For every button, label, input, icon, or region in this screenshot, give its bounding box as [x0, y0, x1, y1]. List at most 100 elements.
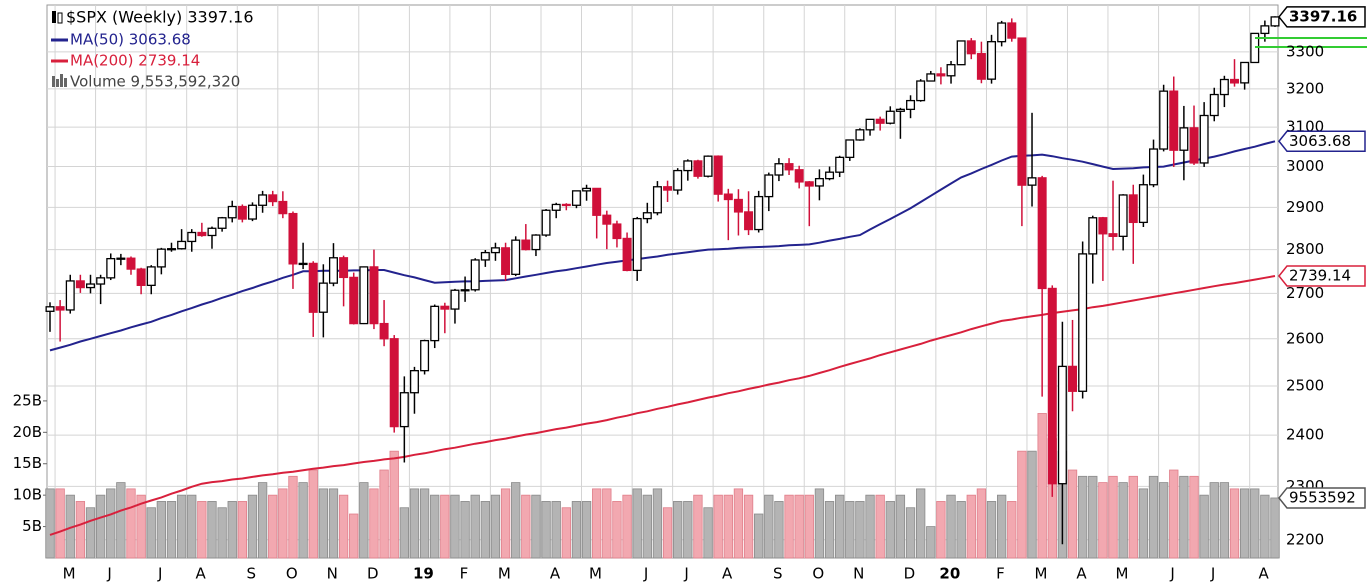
candle-body [754, 195, 764, 231]
candle-body [55, 306, 65, 311]
x-tick-label: M [589, 565, 602, 583]
candle-body [389, 338, 399, 428]
candle-body [1088, 217, 1098, 255]
volume-bar [511, 482, 521, 559]
volume-bar [116, 482, 126, 559]
candle-body [1128, 194, 1138, 224]
candle-body [1189, 127, 1199, 164]
x-tick-label: A [1076, 565, 1087, 583]
candle-body [207, 227, 217, 237]
y2-tick-label: 15B [13, 454, 42, 472]
volume-bar [662, 507, 673, 559]
volume-bar [217, 507, 227, 559]
label-layer: 2200230024002500260027002800290030003100… [13, 6, 1366, 583]
volume-bar [592, 488, 602, 559]
last-value-flag [1278, 130, 1366, 153]
candle-body [966, 40, 976, 55]
x-tick-label: D [904, 565, 916, 583]
volume-bar [268, 494, 278, 559]
candle-body [865, 118, 875, 131]
volume-bar [1158, 482, 1169, 559]
volume-bar [85, 507, 96, 559]
candle-body [328, 257, 338, 284]
x-tick-label: 20 [939, 565, 960, 583]
candle-body [116, 257, 126, 260]
candle-body [592, 187, 602, 216]
candle-body [460, 289, 470, 292]
volume-bar [278, 488, 288, 559]
candle-body [420, 339, 430, 372]
volume-bar [1148, 475, 1159, 559]
legend: $SPX (Weekly) 3397.16 MA(50) 3063.68 MA(… [51, 8, 254, 91]
legend-ma50: MA(50) 3063.68 [70, 31, 191, 49]
candle-body [794, 169, 804, 183]
candle-body [551, 203, 561, 211]
volume-bar [774, 501, 784, 559]
candle-body [956, 40, 966, 66]
volume-bar [1027, 450, 1037, 559]
candle-body [1057, 365, 1067, 485]
volume-bar [916, 488, 926, 559]
candle-body [521, 239, 531, 251]
candle-body [936, 73, 946, 77]
x-tick-label: S [773, 565, 783, 583]
volume-bar [257, 482, 268, 559]
volume-bar [966, 494, 976, 559]
volume-bar [1239, 488, 1250, 559]
x-tick-label: J [683, 565, 688, 583]
volume-bar [1270, 497, 1280, 559]
y2-tick-label: 10B [13, 486, 42, 504]
x-tick-label: M [498, 565, 511, 583]
candle-body [713, 155, 723, 195]
volume-bar [693, 494, 703, 559]
x-tick-label: J [1210, 565, 1215, 583]
candle-body [733, 198, 743, 213]
x-tick-label: J [1169, 565, 1174, 583]
volume-bar [622, 494, 632, 559]
volume-bar [976, 488, 987, 559]
y-tick-label: 2800 [1286, 240, 1324, 258]
last-value-label: 9553592 [1289, 488, 1356, 506]
volume-bar [409, 488, 420, 559]
x-tick-label: O [812, 565, 824, 583]
volume-bar [936, 501, 946, 559]
back-layer [43, 5, 1280, 559]
volume-bar [480, 501, 490, 559]
volume-bar [541, 501, 551, 559]
x-tick-label: A [1259, 565, 1270, 583]
candle-body [774, 163, 784, 176]
volume-bar [571, 501, 582, 559]
candle-body [490, 247, 500, 254]
candle-body [227, 205, 237, 219]
volume-bar [308, 469, 318, 559]
candle-body [65, 280, 75, 311]
volume-bar [642, 494, 652, 559]
candle-body [1037, 177, 1047, 290]
x-tick-label: M [1115, 565, 1128, 583]
candle-body [1219, 78, 1229, 96]
candle-body [541, 209, 551, 236]
volume-bar [197, 501, 207, 559]
volume-bar [804, 494, 814, 559]
volume-bar [430, 494, 440, 559]
y-tick-label: 2500 [1286, 376, 1324, 394]
candle-body [1169, 90, 1179, 151]
candle-body [1078, 253, 1088, 392]
volume-bar [95, 494, 106, 559]
volume-bar [703, 507, 713, 559]
candle-body [1199, 114, 1209, 164]
volume-bar [1108, 475, 1118, 559]
candle-body [45, 306, 55, 312]
candle-body [450, 289, 460, 310]
volume-bar [875, 494, 885, 559]
y-tick-label: 2900 [1286, 198, 1324, 216]
y2-tick-label: 25B [13, 391, 42, 409]
y2-tick-label: 20B [13, 423, 42, 441]
volume-bar [1209, 482, 1219, 559]
volume-bar [794, 494, 804, 559]
legend-icon [57, 12, 63, 24]
candle-body [1068, 365, 1078, 392]
volume-bar [1088, 475, 1098, 559]
volume-bar [1017, 450, 1027, 559]
volume-bar [237, 501, 248, 559]
